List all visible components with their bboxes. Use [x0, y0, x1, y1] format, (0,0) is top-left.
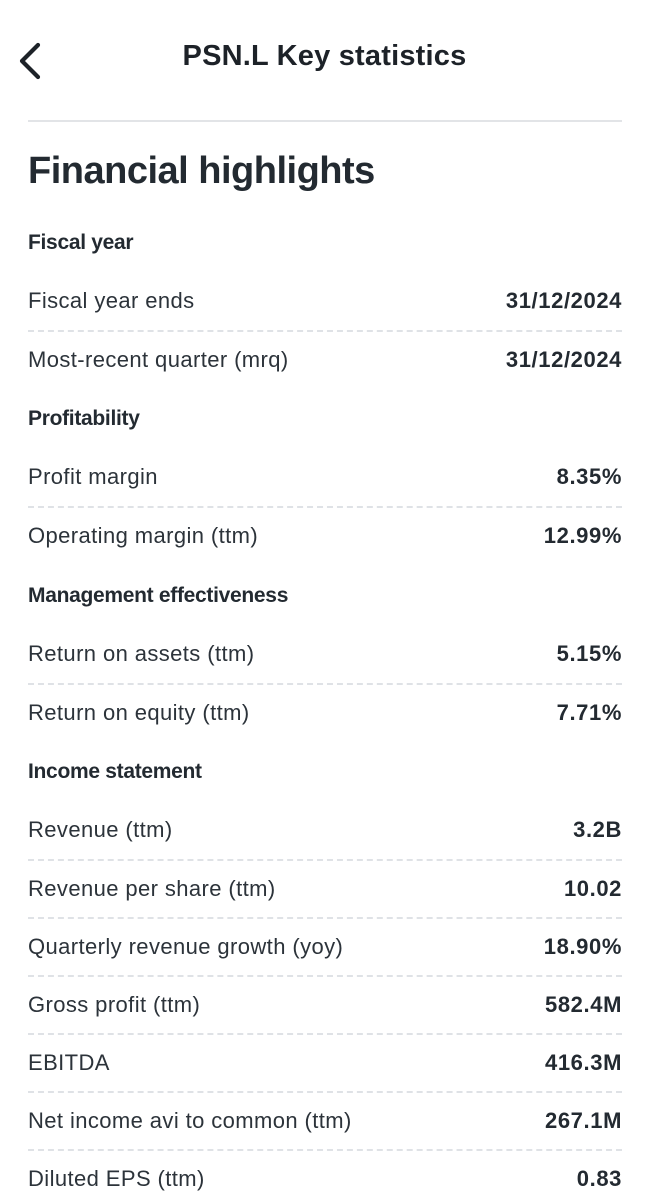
row-divider	[28, 1149, 622, 1151]
stat-row: Most-recent quarter (mrq) 31/12/2024	[28, 331, 622, 389]
stat-row: Diluted EPS (ttm) 0.83	[28, 1150, 622, 1200]
stat-row: Fiscal year ends 31/12/2024	[28, 272, 622, 330]
stat-value: 0.83	[576, 1166, 622, 1191]
stat-row: Profit margin 8.35%	[28, 448, 622, 506]
stat-label: Revenue per share (ttm)	[28, 876, 276, 901]
row-divider	[28, 330, 622, 332]
stat-label: Return on equity (ttm)	[28, 700, 250, 725]
stat-value: 5.15%	[556, 641, 622, 666]
stat-value: 8.35%	[556, 464, 622, 489]
stat-label: Fiscal year ends	[28, 288, 195, 313]
header-divider	[28, 120, 622, 122]
stat-label: Net income avi to common (ttm)	[28, 1108, 352, 1133]
row-divider	[28, 859, 622, 861]
group-title-management-effectiveness: Management effectiveness	[28, 584, 289, 607]
stat-row: Net income avi to common (ttm) 267.1M	[28, 1092, 622, 1150]
row-divider	[28, 506, 622, 508]
stat-label: Profit margin	[28, 464, 158, 489]
stat-label: Quarterly revenue growth (yoy)	[28, 934, 344, 959]
stat-value: 582.4M	[545, 992, 622, 1017]
group-title-income-statement: Income statement	[28, 760, 202, 783]
top-bar: PSN.L Key statistics	[0, 0, 649, 120]
stat-value: 31/12/2024	[505, 288, 622, 313]
page-title: PSN.L Key statistics	[182, 40, 467, 72]
stat-label: Diluted EPS (ttm)	[28, 1166, 205, 1191]
stat-value: 3.2B	[573, 817, 622, 842]
stat-row: EBITDA 416.3M	[28, 1034, 622, 1092]
stat-label: Most-recent quarter (mrq)	[28, 347, 289, 372]
group-title-fiscal-year: Fiscal year	[28, 231, 134, 254]
stat-value: 31/12/2024	[505, 347, 622, 372]
stat-value: 416.3M	[545, 1050, 622, 1075]
row-divider	[28, 1033, 622, 1035]
back-button[interactable]	[10, 36, 50, 86]
stat-label: Revenue (ttm)	[28, 817, 173, 842]
stat-label: Gross profit (ttm)	[28, 992, 201, 1017]
row-divider	[28, 1091, 622, 1093]
row-divider	[28, 917, 622, 919]
row-divider	[28, 975, 622, 977]
stat-row: Quarterly revenue growth (yoy) 18.90%	[28, 918, 622, 976]
stat-label: Operating margin (ttm)	[28, 523, 259, 548]
stat-value: 267.1M	[545, 1108, 622, 1133]
stat-row: Revenue (ttm) 3.2B	[28, 801, 622, 859]
chevron-left-icon	[19, 42, 41, 80]
stat-row: Return on assets (ttm) 5.15%	[28, 625, 622, 683]
stat-label: Return on assets (ttm)	[28, 641, 255, 666]
stat-row: Operating margin (ttm) 12.99%	[28, 507, 622, 565]
stat-value: 18.90%	[543, 934, 622, 959]
stat-value: 12.99%	[543, 523, 622, 548]
section-title: Financial highlights	[28, 150, 375, 192]
stat-row: Return on equity (ttm) 7.71%	[28, 684, 622, 742]
stat-value: 7.71%	[556, 700, 622, 725]
group-title-profitability: Profitability	[28, 407, 140, 430]
stat-value: 10.02	[563, 876, 622, 901]
stat-row: Gross profit (ttm) 582.4M	[28, 976, 622, 1034]
stat-row: Revenue per share (ttm) 10.02	[28, 860, 622, 918]
row-divider	[28, 683, 622, 685]
stat-label: EBITDA	[28, 1050, 110, 1075]
